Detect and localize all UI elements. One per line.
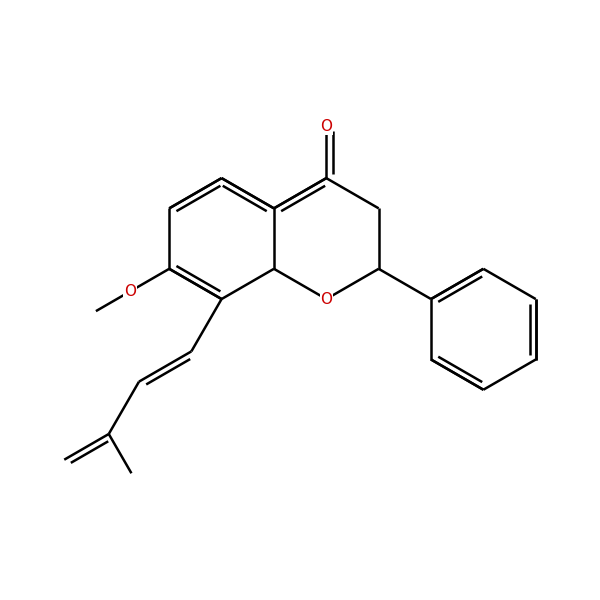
Text: O: O (320, 292, 332, 307)
Text: O: O (320, 119, 332, 134)
Text: O: O (124, 284, 136, 299)
